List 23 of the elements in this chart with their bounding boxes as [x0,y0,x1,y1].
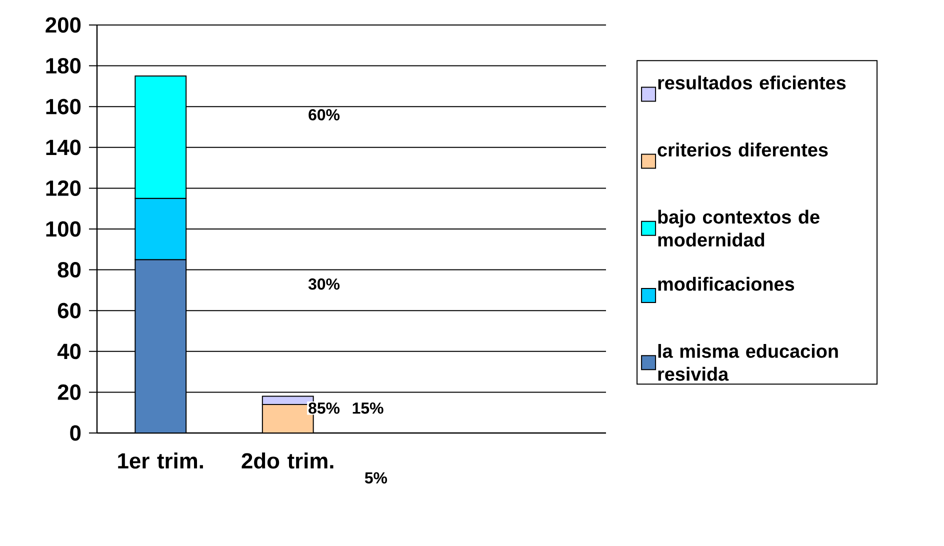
legend-label: bajo contextos de modernidad [658,210,820,247]
legend-label: criterios diferentes [658,142,828,157]
annotation: 15% [352,402,384,414]
annotation: 60% [308,109,340,120]
y-tick-label: 40 [57,344,81,360]
y-tick-label: 60 [58,302,81,318]
y-tick-label: 180 [46,58,81,74]
y-tick-label: 120 [46,180,81,196]
annotation: 30% [308,278,340,290]
y-tick-label: 140 [46,140,81,156]
y-tick-label: 200 [46,17,81,33]
legend-label: la misma educacion resivida [658,344,838,381]
y-tick-label: 100 [46,221,81,237]
annotation: 85% [308,402,340,414]
text: 5% [364,472,388,484]
x-tick-label: 2do trim. [242,452,334,469]
y-tick-label: 160 [46,98,81,114]
legend-label: modificaciones [658,276,794,291]
legend-label: resultados eficientes [658,76,846,90]
y-tick-label: 80 [58,262,81,278]
y-tick-label: 0 [70,425,81,441]
y-tick-label: 20 [58,384,81,400]
x-tick-label: 1er trim. [118,452,203,469]
